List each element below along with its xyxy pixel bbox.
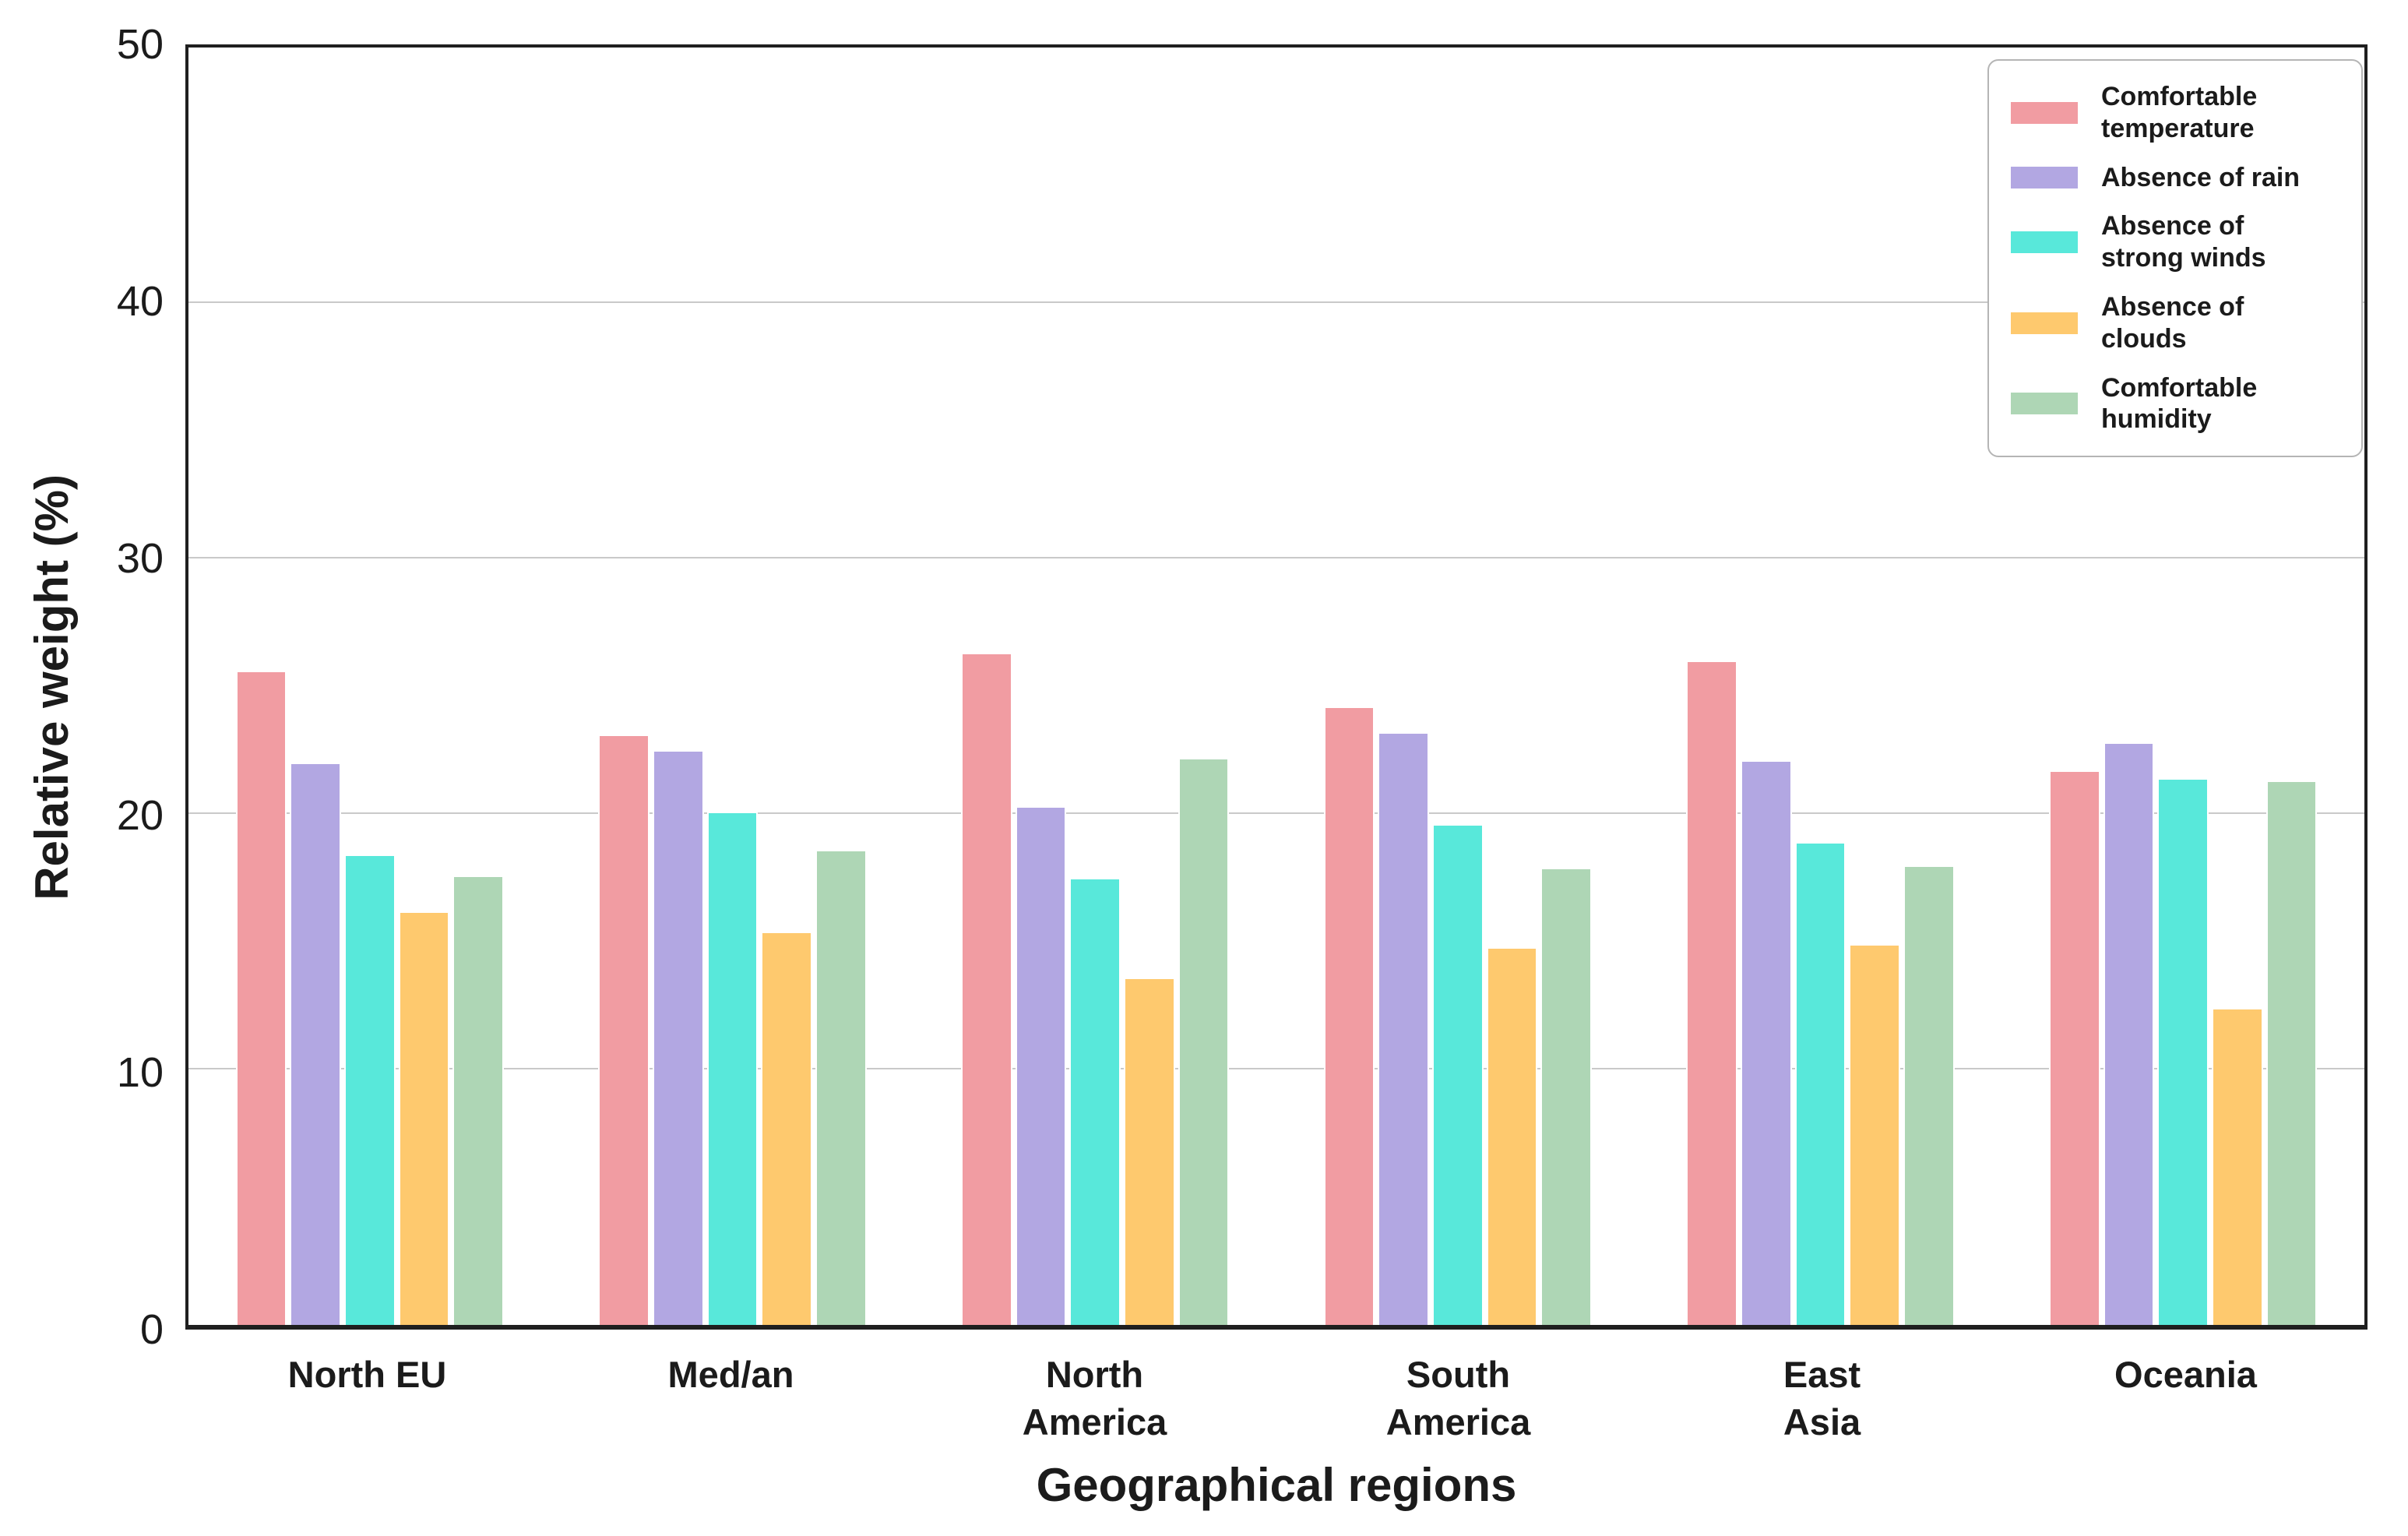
- x-tick-labels: North EU Med/an North America South America…: [185, 1351, 2368, 1475]
- bar-group-0: [188, 48, 551, 1325]
- legend-swatch-4: [2011, 393, 2078, 415]
- bar-series3-group4: [1849, 944, 1900, 1325]
- legend-row-2: Absence of strong winds: [2011, 210, 2339, 274]
- x-tick-label-4: East Asia: [1783, 1354, 1861, 1443]
- gridline-40: [188, 301, 2364, 303]
- bar-series4-group2: [1178, 757, 1230, 1325]
- bar-series3-group5: [2212, 1008, 2263, 1325]
- bar-series2-group5: [2157, 778, 2209, 1325]
- bar-series2-group4: [1794, 842, 1846, 1325]
- bar-series1-group4: [1741, 760, 1792, 1325]
- bar-series1-group5: [2103, 742, 2155, 1325]
- x-tick-label-1: Med/an: [667, 1354, 794, 1395]
- bar-series1-group3: [1378, 732, 1430, 1325]
- gridline-10: [188, 1068, 2364, 1069]
- bar-series0-group3: [1323, 706, 1375, 1325]
- legend-swatch-3: [2011, 312, 2078, 334]
- bar-series1-group0: [290, 763, 341, 1325]
- legend-label-3: Absence of clouds: [2101, 291, 2244, 354]
- legend-label-0: Comfortable temperature: [2101, 82, 2258, 143]
- bar-series4-group5: [2265, 780, 2318, 1325]
- legend-row-3: Absence of clouds: [2011, 291, 2339, 355]
- bar-series1-group1: [653, 750, 704, 1325]
- legend-label-1: Absence of rain: [2101, 162, 2301, 192]
- bar-series3-group1: [761, 931, 812, 1325]
- bar-series2-group1: [706, 811, 759, 1325]
- bar-series3-group2: [1124, 977, 1175, 1325]
- bar-series2-group3: [1432, 824, 1484, 1325]
- bar-series0-group2: [961, 653, 1012, 1325]
- bar-series0-group4: [1686, 661, 1738, 1325]
- y-tick-label-50: 50: [116, 21, 164, 68]
- legend-swatch-0: [2011, 101, 2078, 124]
- legend: Comfortable temperature Absence of rain Ab…: [1987, 59, 2363, 458]
- legend-row-4: Comfortable humidity: [2011, 372, 2339, 436]
- bar-series3-group3: [1486, 946, 1538, 1325]
- x-tick-label-2: North America: [1022, 1354, 1167, 1443]
- bar-series0-group5: [2049, 770, 2100, 1325]
- y-tick-label-30: 30: [116, 535, 164, 582]
- bar-group-3: [1276, 48, 1639, 1325]
- bar-series4-group3: [1540, 867, 1592, 1325]
- bar-series4-group4: [1903, 865, 1955, 1325]
- y-tick-label-20: 20: [116, 792, 164, 839]
- bar-series2-group0: [344, 854, 396, 1325]
- legend-label-4: Comfortable humidity: [2101, 372, 2258, 435]
- bar-series1-group2: [1015, 806, 1067, 1325]
- x-tick-label-3: South America: [1385, 1354, 1531, 1443]
- y-tick-label-40: 40: [116, 278, 164, 325]
- legend-label-2: Absence of strong winds: [2101, 211, 2266, 273]
- bar-series4-group1: [815, 849, 867, 1325]
- bar-series3-group0: [398, 911, 450, 1325]
- x-tick-label-0: North EU: [287, 1354, 447, 1395]
- legend-row-0: Comfortable temperature: [2011, 81, 2339, 145]
- legend-swatch-2: [2011, 231, 2078, 254]
- bar-group-5: [2001, 48, 2364, 1325]
- bar-series0-group1: [598, 735, 650, 1325]
- x-axis-title: Geographical regions: [1036, 1459, 1517, 1511]
- y-tick-label-0: 0: [139, 1306, 164, 1353]
- y-tick-labels: 0 10 20 30 40 50: [0, 23, 164, 1351]
- bar-group-2: [914, 48, 1276, 1325]
- bar-groups: [188, 48, 2364, 1325]
- gridline-30: [188, 557, 2364, 558]
- x-tick-label-5: Oceania: [2114, 1354, 2257, 1395]
- bar-series4-group0: [452, 875, 504, 1325]
- bar-series2-group2: [1069, 878, 1121, 1325]
- legend-row-1: Absence of rain: [2011, 162, 2339, 194]
- bar-group-1: [551, 48, 914, 1325]
- y-tick-label-10: 10: [116, 1049, 164, 1096]
- legend-swatch-1: [2011, 166, 2078, 188]
- bar-series0-group0: [235, 671, 287, 1325]
- gridline-20: [188, 812, 2364, 814]
- bar-group-4: [1639, 48, 2002, 1325]
